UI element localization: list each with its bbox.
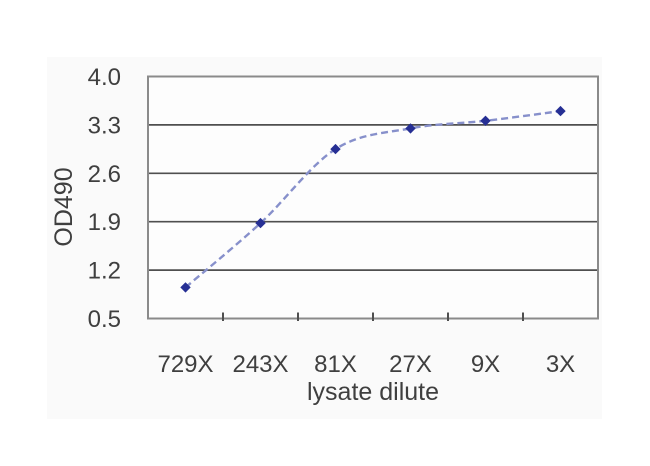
chart-plot-group: 0.5 1.2 1.9 2.6 3.3 4.0 729X 243X 81X 27X 9X 3X [88, 64, 599, 378]
data-point-marker-243X [255, 217, 266, 229]
x-tick-label: 729X [157, 351, 213, 378]
x-tick-label: 3X [546, 351, 575, 378]
y-axis-title: OD490 [50, 167, 78, 246]
data-point-marker-729X [180, 282, 191, 293]
y-tick-label: 1.9 [88, 209, 121, 236]
x-axis-title: lysate dilute [307, 378, 439, 406]
data-point-marker-81X [330, 143, 341, 155]
x-tick-label: 27X [389, 351, 432, 378]
data-point-marker-3X [555, 105, 566, 117]
series-line [184, 109, 561, 289]
x-tick-label: 81X [314, 351, 357, 378]
y-tick-label: 4.0 [88, 64, 121, 91]
plot-area [148, 76, 598, 319]
data-point-marker-27X [405, 123, 416, 134]
y-tick-label: 3.3 [88, 112, 121, 139]
y-tick-label: 2.6 [88, 161, 121, 188]
y-tick-label: 0.5 [88, 306, 121, 333]
y-tick-label: 1.2 [88, 258, 121, 285]
x-tick-label: 243X [232, 351, 288, 378]
data-point-marker-9X [480, 115, 491, 126]
x-tick-label: 9X [471, 351, 500, 378]
